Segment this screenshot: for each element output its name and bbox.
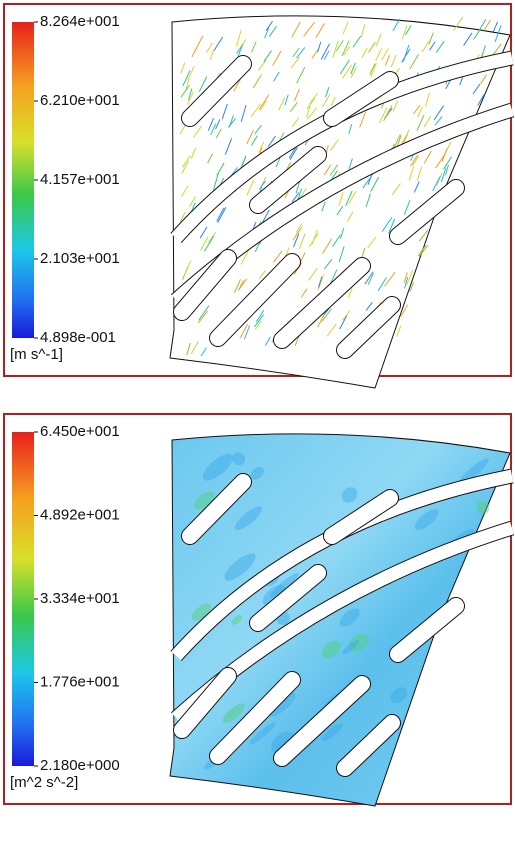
colorbar-unit: [m^2 s^-2]: [10, 774, 78, 791]
colorbar: [12, 22, 34, 338]
colorbar-label: 4.898e-001: [40, 329, 116, 346]
panel: 8.264e+001 6.210e+001 4.157e+001 2.103e+001…: [4, 4, 512, 388]
colorbar-label: 8.264e+001: [40, 13, 120, 30]
colorbar-label: 6.210e+001: [40, 92, 120, 109]
panel: 6.450e+001 4.892e+001 3.334e+001 1.776e+001…: [4, 414, 512, 806]
page: 8.264e+001 6.210e+001 4.157e+001 2.103e+001…: [0, 0, 515, 836]
colorbar-label: 4.892e+001: [40, 506, 120, 523]
colorbar-label: 2.103e+001: [40, 250, 120, 267]
colorbar-label: 3.334e+001: [40, 590, 120, 607]
colorbar-unit: [m s^-1]: [10, 346, 63, 363]
colorbar: [12, 432, 34, 766]
colorbar-label: 6.450e+001: [40, 423, 120, 440]
colorbar-label: 4.157e+001: [40, 171, 120, 188]
colorbar-label: 1.776e+001: [40, 673, 120, 690]
colorbar-label: 2.180e+000: [40, 757, 120, 774]
